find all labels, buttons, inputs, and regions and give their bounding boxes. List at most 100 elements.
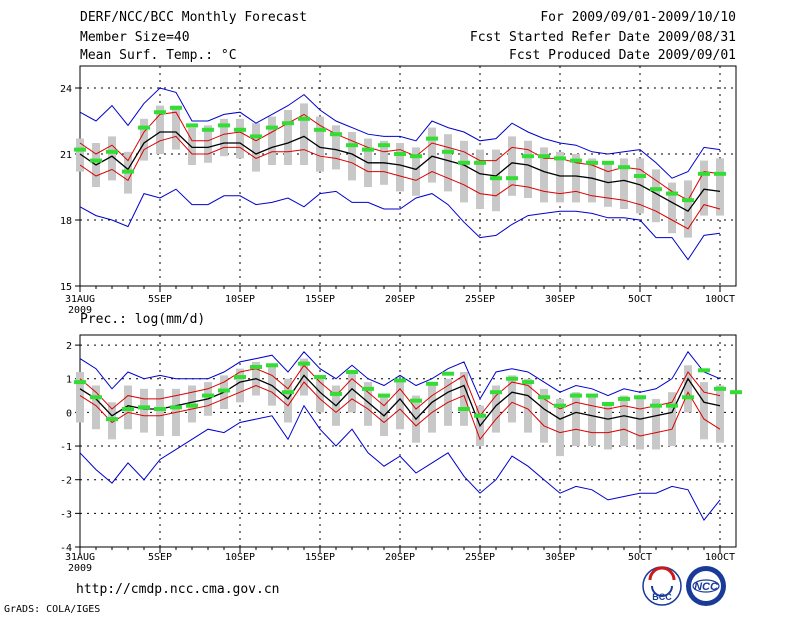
x-tick-label: 10SEP xyxy=(225,552,255,563)
spread-bar xyxy=(540,147,548,203)
median-marker xyxy=(554,403,566,408)
median-marker xyxy=(202,127,214,132)
spread-bar xyxy=(636,158,644,214)
spread-bar xyxy=(684,180,692,238)
spread-bar xyxy=(540,388,548,443)
x-tick-label: 31AUG xyxy=(65,552,95,563)
x-tick-label: 10OCT xyxy=(705,552,735,563)
x-tick-label: 15SEP xyxy=(305,294,335,305)
median-marker xyxy=(154,110,166,115)
median-marker xyxy=(298,116,310,121)
x-tick-label: 15SEP xyxy=(305,552,335,563)
median-marker xyxy=(618,396,630,401)
median-marker xyxy=(714,386,726,391)
spread-bar xyxy=(716,385,724,443)
series-line-plus_std xyxy=(79,111,721,201)
spread-bar xyxy=(428,385,436,433)
spread-bar xyxy=(684,365,692,413)
median-marker xyxy=(138,405,150,410)
spread-bar xyxy=(332,125,340,170)
median-marker xyxy=(314,127,326,132)
spread-bar xyxy=(108,136,116,181)
spread-bar xyxy=(460,140,468,203)
series-line-max xyxy=(79,87,721,179)
median-marker xyxy=(234,375,246,380)
median-marker xyxy=(250,134,262,139)
median-marker xyxy=(122,169,134,174)
median-marker xyxy=(570,158,582,163)
spread-bar xyxy=(76,138,84,172)
median-marker xyxy=(570,393,582,398)
spread-bar xyxy=(364,382,372,426)
median-marker xyxy=(394,378,406,383)
median-marker xyxy=(106,417,118,422)
spread-bar xyxy=(412,147,420,196)
median-marker xyxy=(90,395,102,400)
x-tick-label: 30SEP xyxy=(545,294,575,305)
median-marker xyxy=(202,393,214,398)
x-tick-label: 5SEP xyxy=(148,294,172,305)
median-marker xyxy=(554,156,566,161)
median-marker xyxy=(586,160,598,165)
spread-bar xyxy=(348,132,356,181)
spread-bar xyxy=(156,388,164,436)
median-marker xyxy=(538,395,550,400)
median-marker xyxy=(186,123,198,128)
median-marker xyxy=(378,143,390,148)
series-line-minus_std xyxy=(79,135,721,230)
spread-bar xyxy=(652,169,660,223)
median-marker xyxy=(586,393,598,398)
spread-bar xyxy=(444,134,452,192)
median-marker xyxy=(170,405,182,410)
x-tick-label: 5OCT xyxy=(628,552,652,563)
bcc-logo: BCC xyxy=(642,566,682,606)
spread-bar xyxy=(220,118,228,157)
series-line-mean xyxy=(79,131,721,213)
median-marker xyxy=(346,370,358,375)
median-marker xyxy=(634,395,646,400)
spread-bar xyxy=(652,398,660,450)
started-date-label: Fcst Started Refer Date 2009/08/31 xyxy=(469,30,736,45)
spread-bar xyxy=(156,105,164,154)
spread-bar xyxy=(252,123,260,172)
spread-bar xyxy=(604,402,612,450)
spread-bar xyxy=(588,395,596,447)
median-marker xyxy=(474,413,486,418)
spread-bar xyxy=(204,125,212,163)
median-marker xyxy=(698,368,710,373)
spread-bar xyxy=(140,118,148,161)
median-marker xyxy=(106,149,118,154)
spread-bar xyxy=(76,372,84,423)
median-marker xyxy=(266,363,278,368)
median-marker xyxy=(330,391,342,396)
spread-bar xyxy=(492,149,500,212)
series-line-min xyxy=(79,188,721,261)
x-tick-label: 30SEP xyxy=(545,552,575,563)
spread-bar xyxy=(172,105,180,150)
y-tick-label: -3 xyxy=(60,509,72,520)
x-tick-year-label: 2009 xyxy=(68,563,92,574)
member-size-label: Member Size=40 xyxy=(80,30,190,45)
spread-bar xyxy=(316,375,324,413)
x-tick-label: 20SEP xyxy=(385,294,415,305)
x-tick-label: 5OCT xyxy=(628,294,652,305)
x-tick-year-label: 2009 xyxy=(68,305,92,316)
precip-title: Prec.: log(mm/d) xyxy=(80,312,205,327)
median-marker xyxy=(618,165,630,170)
median-marker xyxy=(266,125,278,130)
source-url[interactable]: http://cmdp.ncc.cma.gov.cn xyxy=(76,582,280,597)
x-tick-label: 31AUG xyxy=(65,294,95,305)
series-line-min xyxy=(79,404,721,522)
spread-bar xyxy=(620,395,628,447)
spread-bar xyxy=(508,136,516,196)
median-marker xyxy=(426,381,438,386)
spread-bar xyxy=(668,392,676,447)
median-marker xyxy=(282,121,294,126)
median-marker xyxy=(490,176,502,181)
spread-bar xyxy=(700,160,708,216)
x-tick-label: 25SEP xyxy=(465,552,495,563)
y-tick-label: 18 xyxy=(60,216,72,227)
y-tick-label: -2 xyxy=(60,476,72,487)
series-line-mean xyxy=(79,374,721,428)
spread-bar xyxy=(348,372,356,413)
